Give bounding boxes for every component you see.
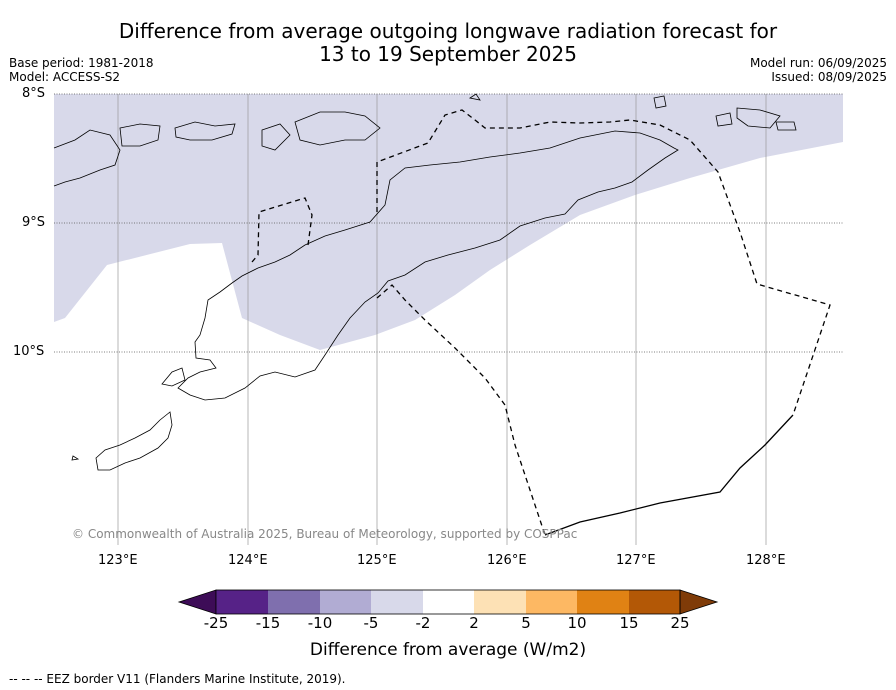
atauro-coastline bbox=[261, 123, 291, 151]
alor-coastline bbox=[119, 123, 161, 147]
meta-right: Model run: 06/09/2025 Issued: 08/09/2025 bbox=[750, 56, 887, 84]
lon-label-124e: 124°E bbox=[228, 553, 268, 568]
copyright-notice: © Commonwealth of Australia 2025, Bureau… bbox=[72, 527, 578, 541]
colorbar-segment-1 bbox=[216, 590, 268, 614]
colorbar-segment-7 bbox=[526, 590, 577, 614]
colorbar-tick-4: -5 bbox=[363, 614, 379, 632]
lat-label-9s: 9°S bbox=[22, 215, 46, 230]
eez-border bbox=[251, 109, 831, 536]
colorbar-tick-1: -25 bbox=[203, 614, 229, 632]
colorbar-segment-8 bbox=[577, 590, 629, 614]
lat-label-8s: 8°S bbox=[22, 86, 46, 101]
model-name: Model: ACCESS-S2 bbox=[9, 70, 121, 84]
lon-label-125e: 125°E bbox=[357, 553, 397, 568]
issued-date: Issued: 08/09/2025 bbox=[771, 70, 887, 84]
colorbar-tick-5: -2 bbox=[415, 614, 431, 632]
roti-coastline bbox=[95, 411, 173, 471]
colorbar-tick-8: 10 bbox=[567, 614, 587, 632]
islet-coastline bbox=[468, 93, 481, 101]
colorbar-tick-2: -15 bbox=[255, 614, 281, 632]
eez-legend-note: -- -- -- EEZ border V11 (Flanders Marine… bbox=[9, 672, 346, 686]
pantar-coastline bbox=[174, 121, 236, 141]
lat-label-10s: 10°S bbox=[13, 344, 45, 359]
eez-border-solid bbox=[544, 414, 794, 536]
lon-label-126e: 126°E bbox=[487, 553, 527, 568]
colorbar-tick-3: -10 bbox=[307, 614, 333, 632]
colorbar-tick-7: 5 bbox=[521, 614, 531, 632]
colorbar-segment-3 bbox=[320, 590, 371, 614]
colorbar-min-extension bbox=[177, 589, 217, 615]
chart-title: Difference from average outgoing longwav… bbox=[0, 20, 896, 66]
anomaly-region bbox=[54, 94, 843, 350]
lon-label-128e: 128°E bbox=[746, 553, 786, 568]
lakor-coastline bbox=[775, 121, 797, 131]
colorbar-segment-9 bbox=[629, 590, 680, 614]
timor-coastline bbox=[177, 130, 679, 401]
title-line-2: 13 to 19 September 2025 bbox=[319, 42, 577, 66]
colorbar-tick-10: 25 bbox=[670, 614, 690, 632]
flores-coastline bbox=[53, 129, 121, 187]
ndao-coastline bbox=[71, 455, 80, 461]
model-run: Model run: 06/09/2025 bbox=[749, 56, 887, 70]
lon-label-127e: 127°E bbox=[616, 553, 656, 568]
meta-left: Base period: 1981-2018 Model: ACCESS-S2 bbox=[9, 56, 154, 84]
colorbar-tick-6: 2 bbox=[469, 614, 479, 632]
moa-coastline bbox=[736, 107, 781, 129]
lat-gridlines bbox=[54, 93, 843, 353]
wetar-coastline bbox=[294, 111, 381, 146]
base-period: Base period: 1981-2018 bbox=[9, 56, 154, 70]
colorbar-segment-6 bbox=[474, 590, 526, 614]
semau-coastline bbox=[161, 367, 186, 387]
lon-label-123e: 123°E bbox=[98, 553, 138, 568]
colorbar-tick-9: 15 bbox=[619, 614, 639, 632]
colorbar-segment-5 bbox=[423, 590, 474, 614]
leti-coastline bbox=[715, 112, 733, 127]
colorbar-frame bbox=[215, 589, 681, 615]
colorbar-segment-2 bbox=[268, 590, 320, 614]
colorbar-title: Difference from average (W/m2) bbox=[309, 640, 587, 660]
coastlines bbox=[53, 93, 797, 471]
colorbar-max-extension bbox=[679, 589, 719, 615]
gridlines bbox=[117, 94, 767, 545]
title-line-1: Difference from average outgoing longwav… bbox=[118, 19, 778, 43]
kisar-coastline bbox=[653, 95, 667, 109]
colorbar-segment-4 bbox=[371, 590, 423, 614]
